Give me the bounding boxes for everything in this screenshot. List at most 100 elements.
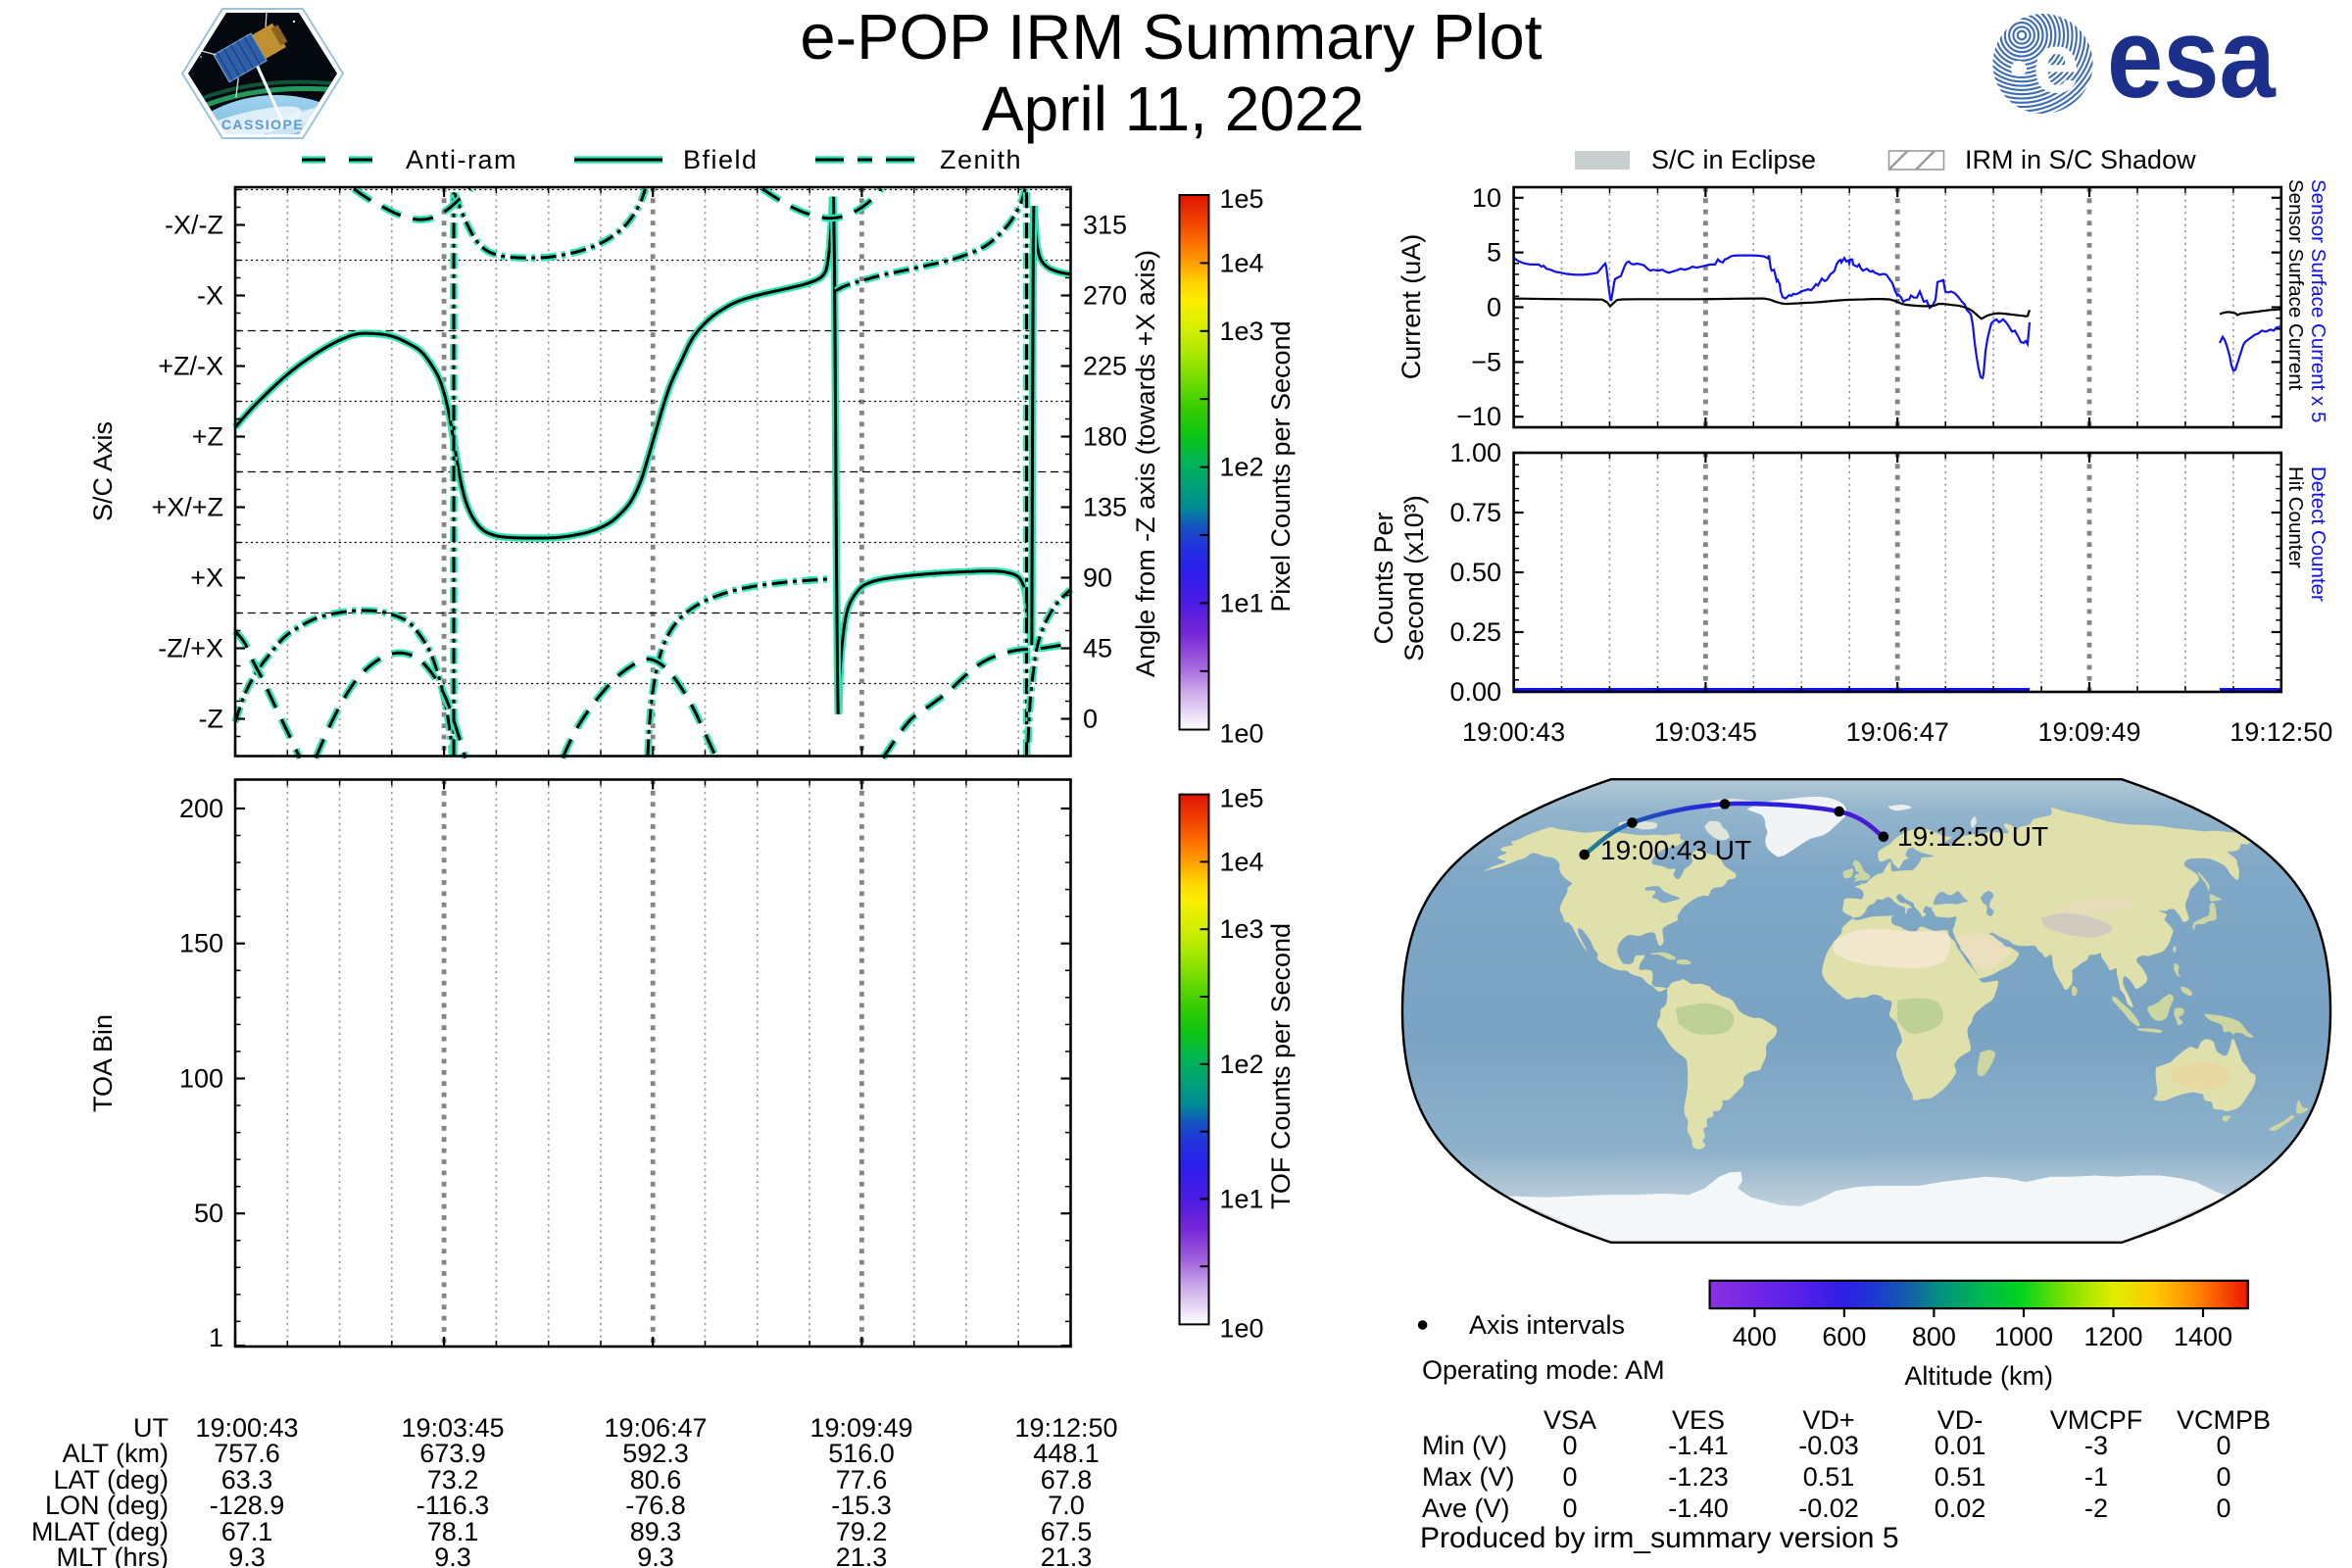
svg-text:−10: −10 — [1456, 402, 1501, 431]
svg-text:19:00:43: 19:00:43 — [195, 1413, 298, 1443]
svg-text:0.51: 0.51 — [1803, 1462, 1855, 1492]
svg-text:1e1: 1e1 — [1220, 588, 1264, 617]
svg-text:1e2: 1e2 — [1220, 453, 1264, 482]
svg-text:Produced by irm_summary versio: Produced by irm_summary version 5 — [1420, 1522, 1899, 1554]
svg-text:+X: +X — [190, 564, 223, 593]
svg-text:19:06:47: 19:06:47 — [1846, 717, 1949, 747]
svg-text:45: 45 — [1083, 634, 1112, 663]
svg-text:VD-: VD- — [1937, 1405, 1984, 1435]
svg-text:-15.3: -15.3 — [831, 1491, 892, 1520]
svg-text:1e3: 1e3 — [1220, 914, 1264, 944]
svg-text:1400: 1400 — [2174, 1322, 2232, 1351]
svg-text:0: 0 — [2216, 1462, 2230, 1492]
svg-text:19:12:50: 19:12:50 — [2230, 717, 2332, 747]
svg-text:VD+: VD+ — [1802, 1405, 1854, 1435]
svg-text:CASSIOPE: CASSIOPE — [221, 117, 304, 132]
svg-text:19:09:49: 19:09:49 — [2037, 717, 2140, 747]
svg-text:S/C in Eclipse: S/C in Eclipse — [1651, 145, 1816, 174]
svg-text:19:12:50 UT: 19:12:50 UT — [1897, 821, 2048, 852]
svg-text:+Z: +Z — [192, 422, 223, 452]
svg-text:9.3: 9.3 — [434, 1543, 471, 1568]
svg-text:448.1: 448.1 — [1033, 1439, 1100, 1468]
svg-text:1e0: 1e0 — [1220, 1313, 1264, 1343]
svg-text:S/C Axis: S/C Axis — [88, 421, 118, 521]
svg-text:0: 0 — [1487, 293, 1501, 322]
svg-text:135: 135 — [1083, 493, 1127, 522]
svg-text:19:03:45: 19:03:45 — [401, 1413, 504, 1443]
svg-text:9.3: 9.3 — [228, 1543, 266, 1568]
svg-text:7.0: 7.0 — [1048, 1491, 1085, 1520]
svg-text:-0.03: -0.03 — [1798, 1431, 1859, 1460]
svg-text:esa: esa — [2107, 0, 2277, 122]
svg-text:1200: 1200 — [2083, 1322, 2142, 1351]
svg-text:-2: -2 — [2084, 1494, 2108, 1523]
svg-text:MLAT (deg): MLAT (deg) — [31, 1517, 169, 1546]
svg-text:Altitude (km): Altitude (km) — [1904, 1361, 2053, 1391]
svg-text:600: 600 — [1822, 1322, 1866, 1351]
svg-text:67.1: 67.1 — [221, 1517, 273, 1546]
svg-text:757.6: 757.6 — [214, 1439, 280, 1468]
svg-text:VMCPF: VMCPF — [2050, 1405, 2143, 1435]
svg-text:200: 200 — [179, 794, 223, 823]
svg-text:e: e — [2033, 17, 2080, 111]
svg-text:Second (x10³): Second (x10³) — [1399, 495, 1429, 662]
svg-text:150: 150 — [179, 929, 223, 958]
svg-text:Max (V): Max (V) — [1422, 1462, 1515, 1492]
svg-text:0.50: 0.50 — [1449, 558, 1501, 587]
svg-text:80.6: 80.6 — [630, 1465, 682, 1494]
svg-text:-1.41: -1.41 — [1668, 1431, 1729, 1460]
svg-text:73.2: 73.2 — [427, 1465, 479, 1494]
svg-text:1.00: 1.00 — [1449, 438, 1501, 467]
svg-text:0: 0 — [2216, 1431, 2230, 1460]
svg-text:1e0: 1e0 — [1220, 719, 1264, 749]
svg-text:Counts Per: Counts Per — [1369, 512, 1398, 644]
svg-text:100: 100 — [179, 1064, 223, 1094]
svg-text:0: 0 — [1562, 1494, 1577, 1523]
svg-text:19:12:50: 19:12:50 — [1014, 1413, 1117, 1443]
svg-text:0: 0 — [2216, 1494, 2230, 1523]
svg-text:0.25: 0.25 — [1449, 617, 1501, 647]
svg-text:5: 5 — [1487, 238, 1501, 268]
svg-text:Pixel Counts per Second: Pixel Counts per Second — [1266, 320, 1296, 612]
svg-text:Current (uA): Current (uA) — [1396, 234, 1426, 380]
svg-text:19:00:43 UT: 19:00:43 UT — [1600, 835, 1751, 865]
svg-text:9.3: 9.3 — [637, 1543, 674, 1568]
svg-text:1e4: 1e4 — [1220, 847, 1264, 876]
svg-text:19:06:47: 19:06:47 — [604, 1413, 707, 1443]
svg-text:+X/+Z: +X/+Z — [151, 493, 223, 522]
svg-text:0.01: 0.01 — [1935, 1431, 1986, 1460]
svg-text:400: 400 — [1733, 1322, 1777, 1351]
svg-text:0.51: 0.51 — [1935, 1462, 1986, 1492]
svg-text:-X/-Z: -X/-Z — [165, 211, 223, 240]
svg-text:Min (V): Min (V) — [1422, 1431, 1507, 1460]
svg-text:180: 180 — [1083, 422, 1127, 452]
svg-text:1e1: 1e1 — [1220, 1184, 1264, 1213]
svg-text:0: 0 — [1562, 1431, 1577, 1460]
svg-text:21.3: 21.3 — [836, 1543, 888, 1568]
svg-text:−5: −5 — [1471, 347, 1501, 376]
svg-text:19:09:49: 19:09:49 — [809, 1413, 912, 1443]
svg-text:50: 50 — [194, 1199, 223, 1228]
svg-text:270: 270 — [1083, 281, 1127, 311]
svg-text:Bfield: Bfield — [683, 145, 759, 174]
svg-text:21.3: 21.3 — [1041, 1543, 1093, 1568]
svg-text:+Z/-X: +Z/-X — [158, 352, 223, 381]
svg-text:LON (deg): LON (deg) — [45, 1491, 169, 1520]
svg-text:1e5: 1e5 — [1220, 784, 1264, 813]
svg-text:1e5: 1e5 — [1220, 184, 1264, 214]
svg-text:-3: -3 — [2084, 1431, 2108, 1460]
svg-text:225: 225 — [1083, 352, 1127, 381]
svg-text:Zenith: Zenith — [940, 145, 1022, 174]
svg-text:-1.40: -1.40 — [1668, 1494, 1729, 1523]
svg-text:592.3: 592.3 — [622, 1439, 689, 1468]
svg-text:LAT (deg): LAT (deg) — [53, 1465, 169, 1494]
svg-text:90: 90 — [1083, 564, 1112, 593]
svg-text:e-POP IRM Summary Plot: e-POP IRM Summary Plot — [800, 1, 1542, 73]
svg-text:0: 0 — [1562, 1462, 1577, 1492]
svg-text:-76.8: -76.8 — [625, 1491, 686, 1520]
svg-text:-X: -X — [197, 281, 223, 311]
svg-text:67.8: 67.8 — [1041, 1465, 1093, 1494]
svg-text:315: 315 — [1083, 211, 1127, 240]
svg-text:516.0: 516.0 — [828, 1439, 895, 1468]
svg-text:Ave (V): Ave (V) — [1422, 1494, 1510, 1523]
